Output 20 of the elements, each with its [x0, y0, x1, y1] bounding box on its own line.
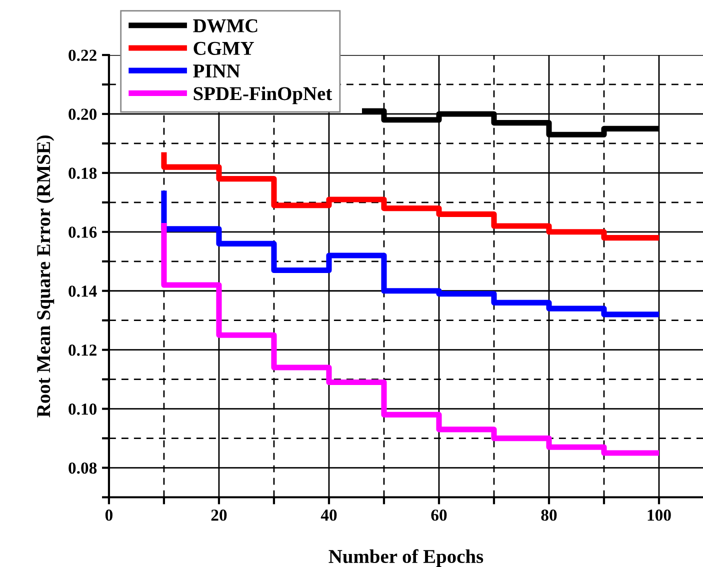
y-tick-label: 0.22	[68, 50, 96, 62]
x-tick-label: 20	[211, 510, 227, 521]
y-tick-label: 0.18	[68, 168, 97, 179]
y-tick-label: 0.14	[68, 286, 97, 297]
legend-label: SPDE-FinOpNet	[194, 86, 332, 104]
x-axis-title: Number of Epochs	[328, 549, 484, 567]
y-tick-label: 0.20	[68, 108, 97, 120]
x-tick-label: 0	[105, 510, 112, 521]
x-tick-label: 100	[648, 510, 671, 521]
x-tick-label: 80	[541, 510, 557, 521]
y-tick-label: 0.16	[68, 226, 97, 238]
legend-label: PINN	[193, 64, 240, 78]
x-tick-label: 60	[431, 510, 447, 521]
legend-label: CGMY	[194, 42, 254, 55]
y-tick-label: 0.08	[68, 462, 97, 474]
y-tick-label: 0.10	[68, 404, 97, 415]
y-tick-label: 0.12	[68, 344, 96, 356]
x-tick-label: 40	[320, 510, 337, 521]
y-axis-title: Root Mean Square Error (RMSE)	[36, 135, 54, 418]
legend-label: DWMC	[193, 19, 258, 32]
